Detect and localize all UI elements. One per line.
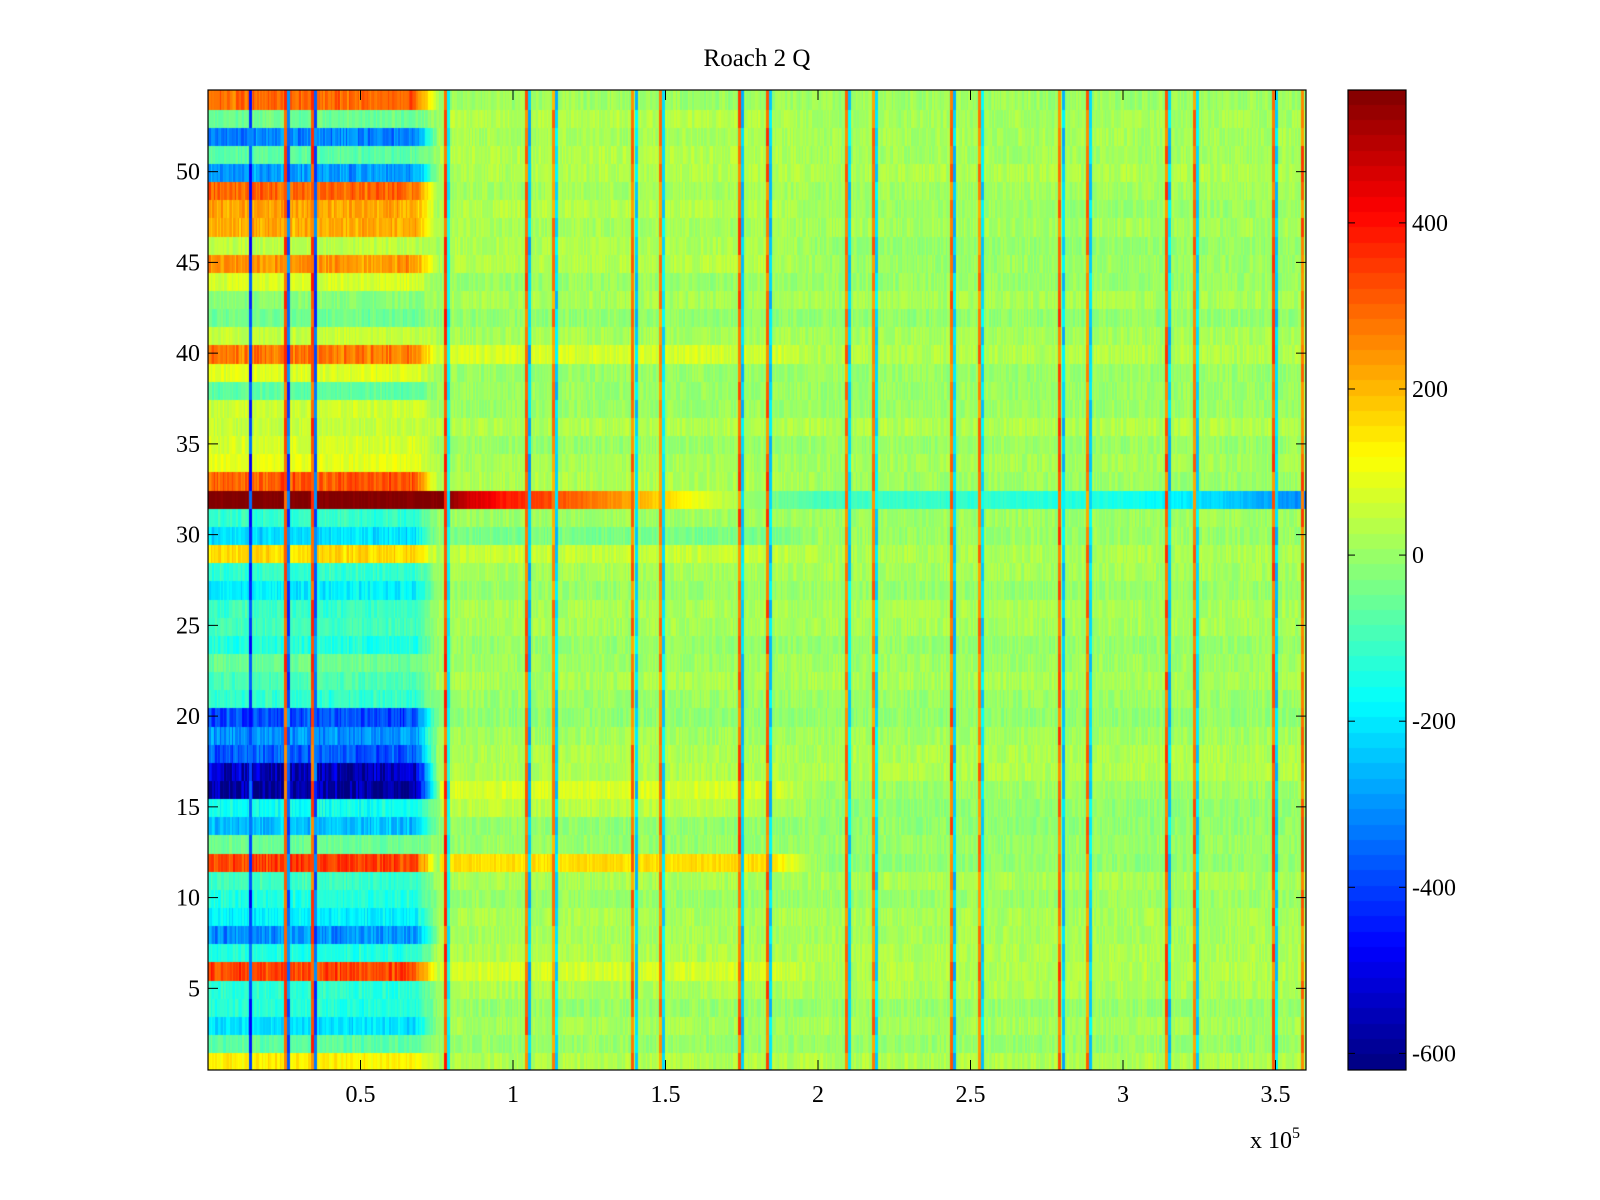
colorbar-tick-label: 0 [1412, 543, 1424, 569]
x-tick-label: 1 [507, 1082, 519, 1108]
y-axis: 5 10 15 20 25 30 35 40 45 50 [176, 160, 1306, 1002]
x-tick-label: 2 [812, 1082, 824, 1108]
colorbar-tick-label: -200 [1412, 709, 1456, 735]
x-exponent-power: 5 [1292, 1125, 1300, 1142]
y-tick-label: 15 [176, 795, 200, 821]
y-tick-label: 5 [188, 976, 200, 1002]
y-tick-label: 45 [176, 250, 200, 276]
x-axis: 0.5 1 1.5 2 2.5 3 3.5 [346, 90, 1291, 1108]
heatmap-cells [208, 90, 1306, 1070]
x-tick-label: 3 [1117, 1082, 1129, 1108]
y-tick-label: 50 [176, 160, 200, 186]
colorbar-gradient [1348, 90, 1406, 1070]
x-tick-label: 0.5 [346, 1082, 376, 1108]
x-tick-label: 3.5 [1261, 1082, 1291, 1108]
y-tick-label: 35 [176, 432, 200, 458]
x-exponent-label: x 105 [1250, 1125, 1300, 1154]
colorbar-tick-label: 200 [1412, 377, 1448, 403]
colorbar-tick-label: -400 [1412, 875, 1456, 901]
y-tick-label: 30 [176, 523, 200, 549]
x-exponent-base: x 10 [1250, 1128, 1292, 1154]
colorbar: 400 200 0 -200 -400 -600 [1347, 89, 1456, 1071]
colorbar-tick-label: -600 [1412, 1041, 1456, 1067]
colorbar-frame [1347, 89, 1407, 1071]
y-tick-label: 40 [176, 341, 200, 367]
x-tick-label: 1.5 [651, 1082, 681, 1108]
plot-area [207, 89, 1307, 1071]
colorbar-tick-label: 400 [1412, 211, 1448, 237]
chart-title: Roach 2 Q [704, 45, 811, 72]
x-tick-label: 2.5 [956, 1082, 986, 1108]
y-tick-label: 25 [176, 613, 200, 639]
y-tick-label: 10 [176, 886, 200, 912]
y-tick-label: 20 [176, 704, 200, 730]
colorbar-ticks: 400 200 0 -200 -400 -600 [1348, 211, 1456, 1067]
plot-frame [207, 89, 1307, 1071]
